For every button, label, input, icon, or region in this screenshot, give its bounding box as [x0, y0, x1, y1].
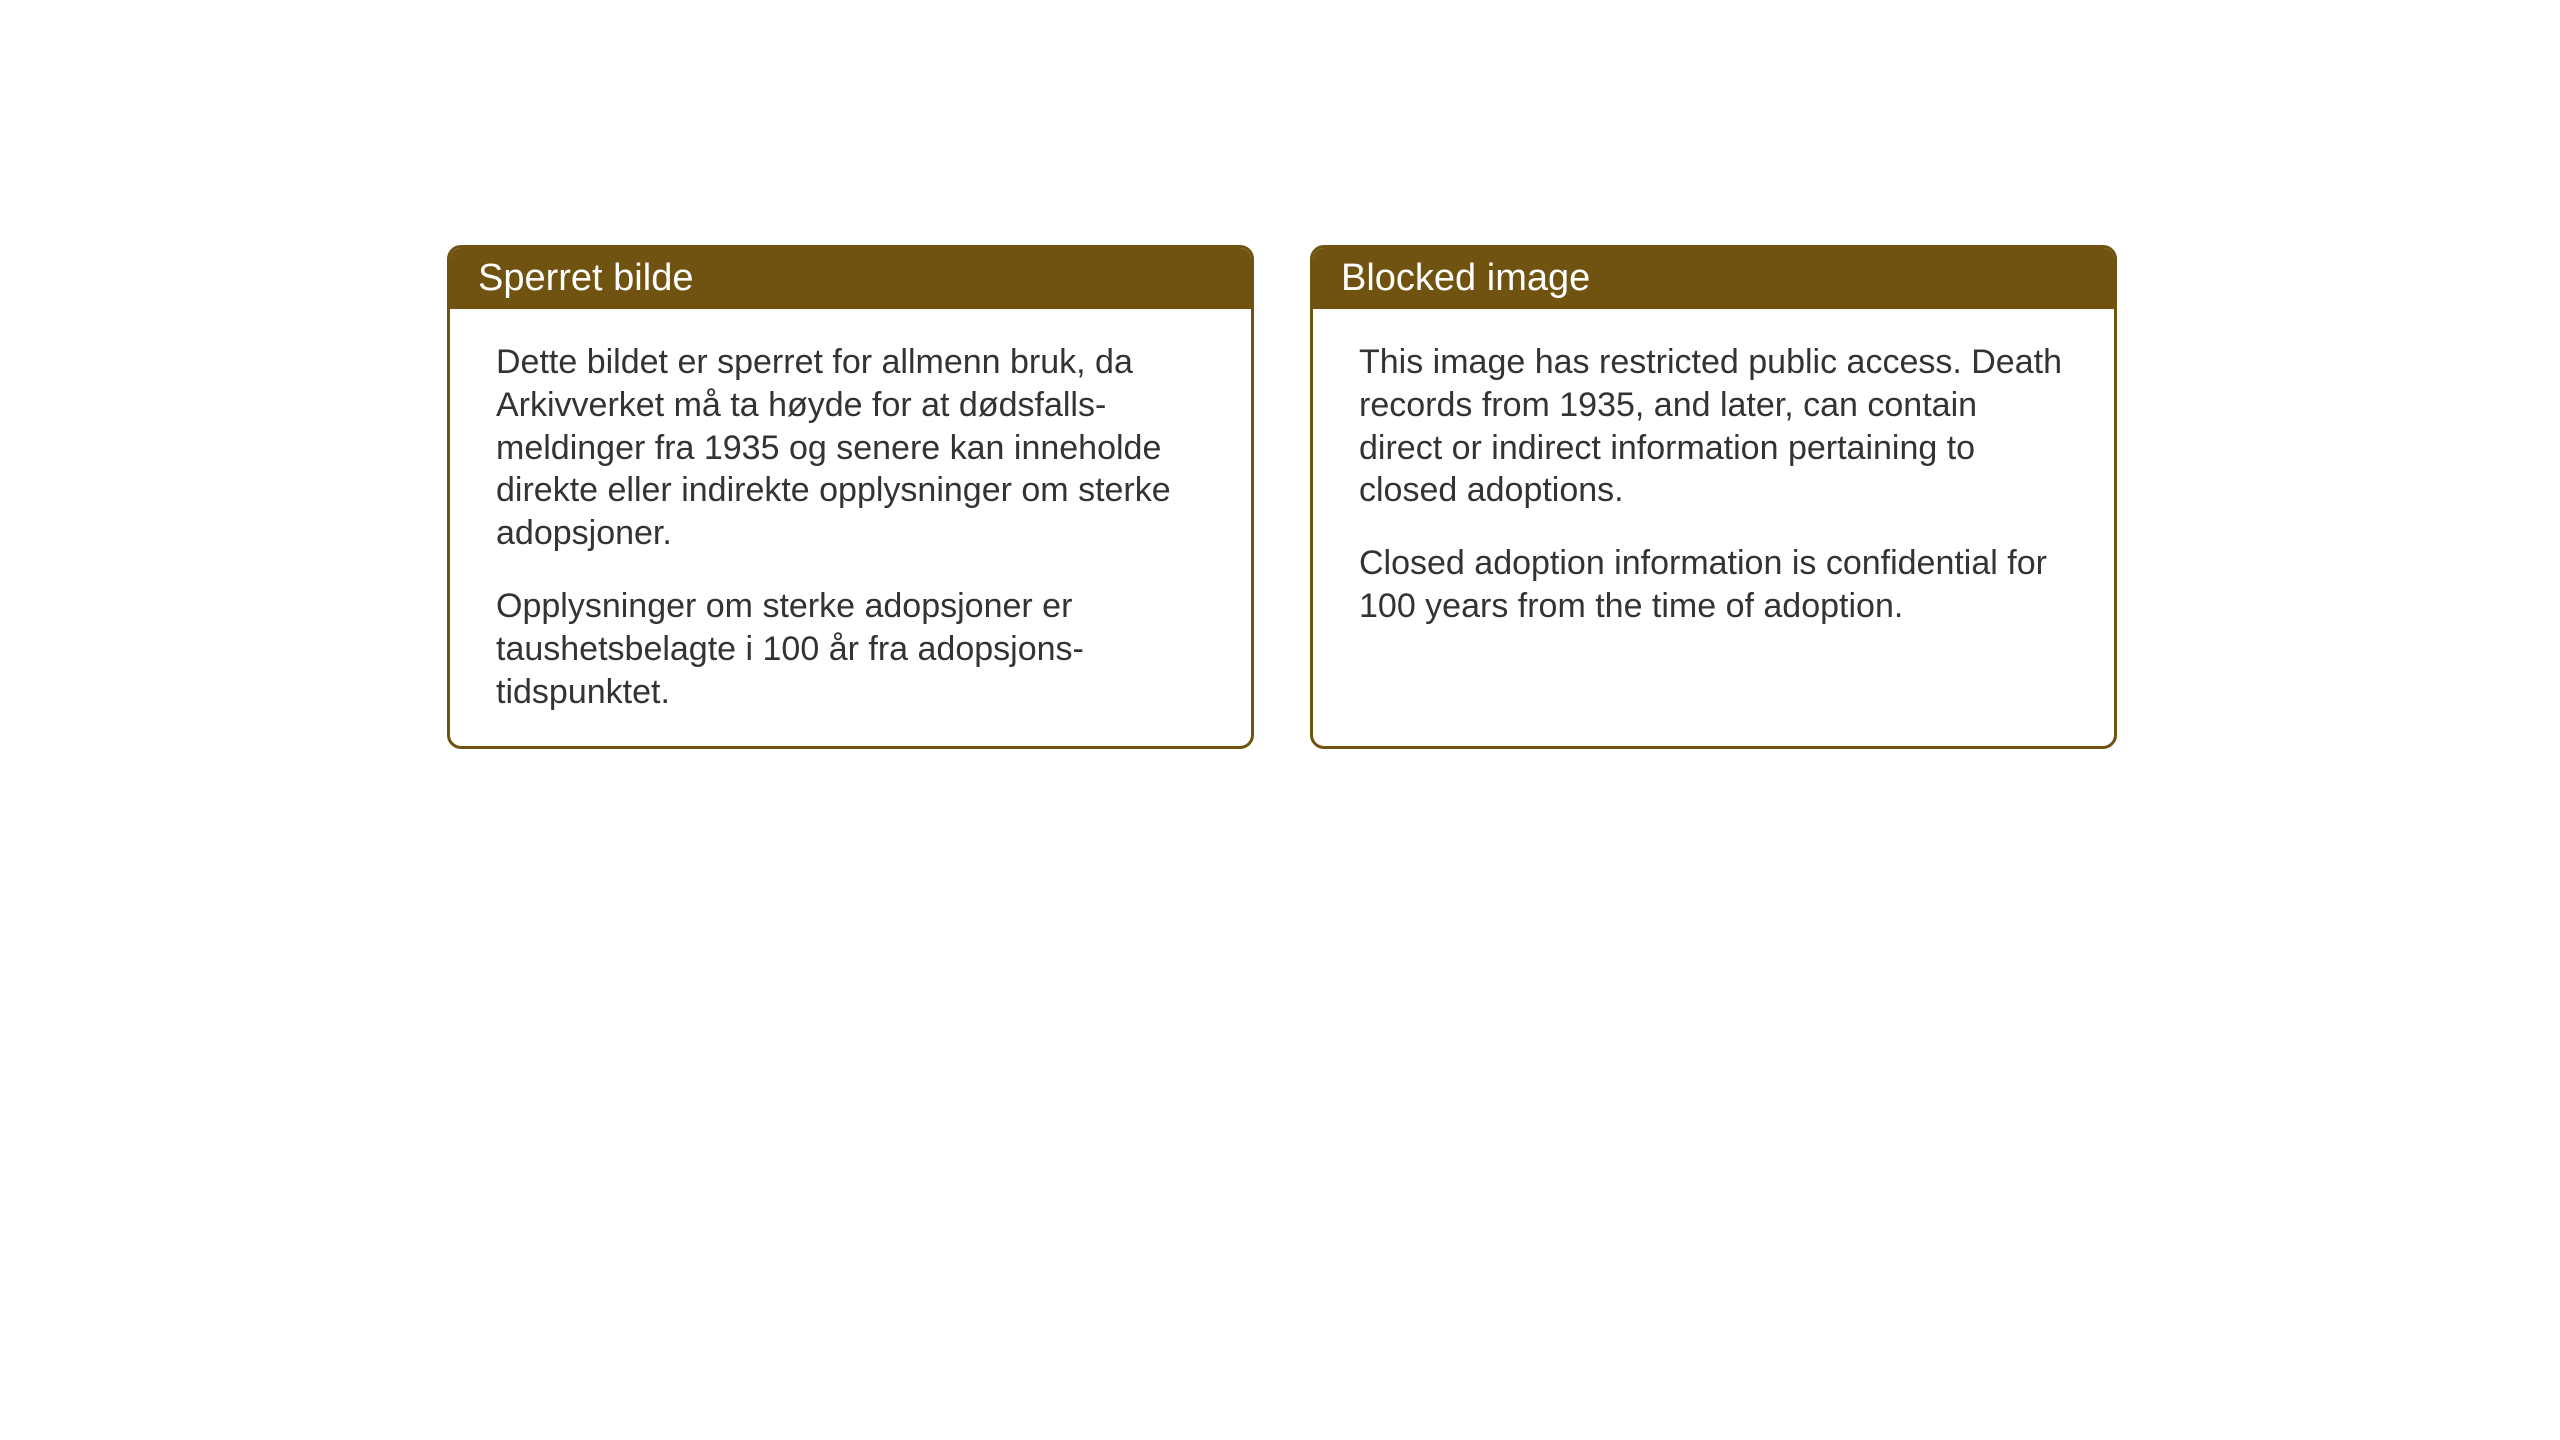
card-title: Blocked image — [1341, 257, 1590, 299]
cards-container: Sperret bilde Dette bildet er sperret fo… — [447, 245, 2117, 749]
card-body-english: This image has restricted public access.… — [1313, 309, 2114, 660]
card-header-norwegian: Sperret bilde — [450, 248, 1251, 309]
card-paragraph: Closed adoption information is confident… — [1359, 542, 2068, 628]
card-paragraph: Dette bildet er sperret for allmenn bruk… — [496, 341, 1205, 555]
card-paragraph: Opplysninger om sterke adopsjoner er tau… — [496, 585, 1205, 713]
card-title: Sperret bilde — [478, 257, 693, 299]
card-paragraph: This image has restricted public access.… — [1359, 341, 2068, 512]
card-body-norwegian: Dette bildet er sperret for allmenn bruk… — [450, 309, 1251, 746]
card-header-english: Blocked image — [1313, 248, 2114, 309]
card-norwegian: Sperret bilde Dette bildet er sperret fo… — [447, 245, 1254, 749]
card-english: Blocked image This image has restricted … — [1310, 245, 2117, 749]
